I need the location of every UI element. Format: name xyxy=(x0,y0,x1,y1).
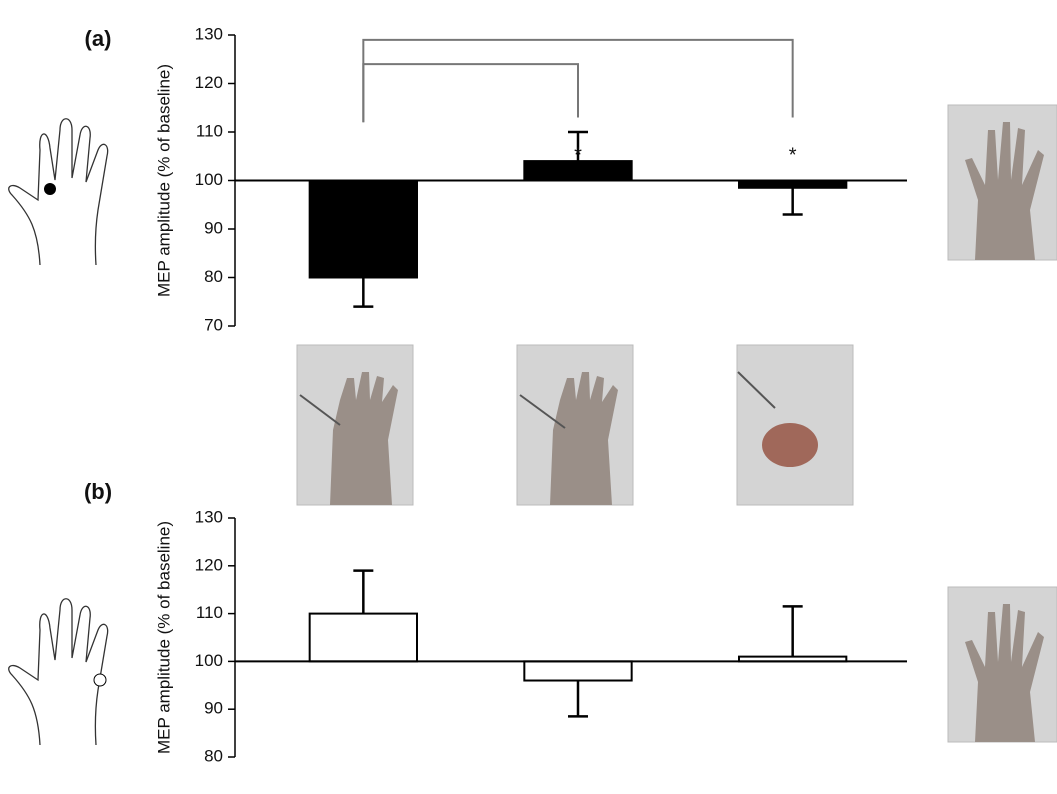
y-tick-label: 70 xyxy=(204,315,223,334)
significance-bracket xyxy=(362,63,579,123)
hand-outline xyxy=(8,118,109,266)
y-tick-label: 120 xyxy=(195,555,223,574)
panel-label: (a) xyxy=(85,26,112,51)
bar xyxy=(308,179,418,279)
y-tick-label: 80 xyxy=(204,746,223,765)
hand-drawings xyxy=(8,118,109,746)
y-tick-label: 130 xyxy=(195,507,223,526)
y-axis-label: MEP amplitude (% of baseline) xyxy=(154,64,173,297)
y-tick-label: 110 xyxy=(196,121,223,140)
y-axis-label: MEP amplitude (% of baseline) xyxy=(154,521,173,754)
y-tick-label: 100 xyxy=(195,651,223,670)
bar xyxy=(738,179,848,189)
significance-star: * xyxy=(574,144,582,166)
bar xyxy=(523,660,633,682)
y-tick-label: 90 xyxy=(204,218,223,237)
electrode xyxy=(93,673,107,687)
y-tick-label: 130 xyxy=(195,24,223,43)
significance-bracket xyxy=(362,38,794,123)
hand-photo-shapes xyxy=(330,122,1044,742)
y-tick-label: 80 xyxy=(204,267,223,286)
bar xyxy=(308,612,418,663)
y-tick-label: 100 xyxy=(195,170,223,189)
photos xyxy=(296,104,1057,743)
electrode xyxy=(44,183,56,195)
y-tick-label: 110 xyxy=(196,603,223,622)
y-tick-label: 90 xyxy=(204,699,223,718)
significance-star: * xyxy=(789,144,797,166)
hand-outline xyxy=(8,598,109,746)
y-tick-label: 120 xyxy=(195,73,223,92)
panel-label: (b) xyxy=(84,479,112,504)
syringes xyxy=(299,371,776,429)
